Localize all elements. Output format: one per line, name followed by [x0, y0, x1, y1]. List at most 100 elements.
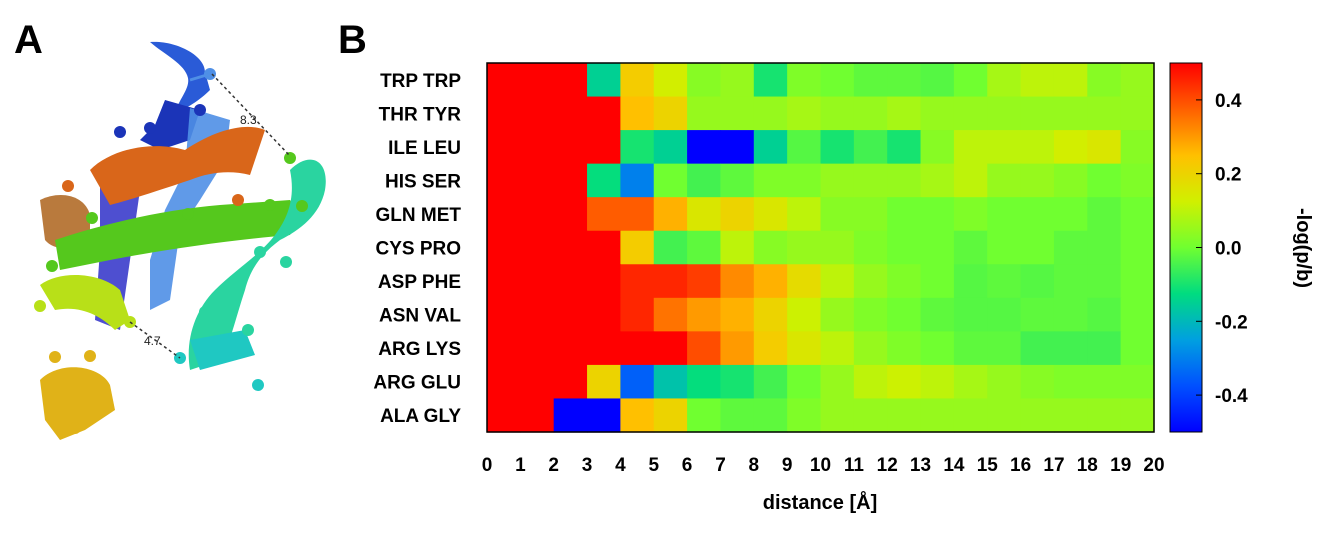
heatmap-cell [687, 197, 722, 232]
side-chain-atoms [34, 68, 308, 434]
heatmap-cell [787, 163, 822, 198]
x-tick-label: 14 [943, 455, 965, 476]
heatmap-cell [920, 230, 955, 265]
heatmap-cell [1053, 297, 1088, 332]
heatmap-cell [953, 163, 988, 198]
heatmap-cell [1120, 331, 1155, 366]
heatmap-cell [887, 130, 922, 165]
heatmap-cell [953, 398, 988, 433]
heatmap-cell [953, 197, 988, 232]
heatmap-cell [1087, 297, 1122, 332]
heatmap-cell [1020, 96, 1055, 131]
heatmap-cell [887, 163, 922, 198]
heatmap-cell [587, 163, 621, 198]
heatmap-cell [987, 398, 1022, 433]
heatmap-cell [987, 364, 1022, 400]
loop-yellowgreen [40, 274, 130, 330]
heatmap-cell [753, 163, 788, 198]
heatmap-cell [853, 264, 888, 299]
heatmap-cell [820, 331, 855, 366]
heatmap-cell [920, 96, 955, 131]
heatmap-cell [820, 163, 855, 198]
heatmap-cell [1020, 197, 1055, 232]
heatmap-cell [887, 264, 922, 299]
heatmap-cell [953, 96, 988, 131]
x-tick-label: 12 [877, 455, 898, 476]
heatmap-cell [820, 297, 855, 332]
heatmap-cell [1053, 398, 1088, 433]
heatmap-cell [1120, 96, 1155, 131]
heatmap-cell [553, 96, 588, 131]
heatmap-cell [1020, 230, 1055, 265]
heatmap-cell [587, 331, 621, 366]
heatmap-cell [787, 364, 822, 400]
colorbar-tick-label: -0.4 [1215, 386, 1248, 407]
row-label: TRP TRP [380, 71, 461, 92]
heatmap-cell [687, 163, 722, 198]
heatmap-cell [787, 264, 822, 299]
row-label: ALA GLY [380, 406, 461, 427]
heatmap-cell [1087, 63, 1122, 98]
heatmap-cell [620, 63, 655, 98]
x-tick-label: 7 [715, 455, 726, 476]
heatmap-cell [953, 230, 988, 265]
heatmap-cell [920, 130, 955, 165]
heatmap-cell [1020, 297, 1055, 332]
heatmap-cell [887, 63, 922, 98]
heatmap-cell [587, 230, 621, 265]
heatmap-cell [653, 264, 688, 299]
heatmap-cell [653, 331, 688, 366]
row-label: THR TYR [379, 104, 462, 125]
heatmap-cell [1087, 364, 1122, 400]
heatmap-cell [653, 197, 688, 232]
heatmap-cell [787, 230, 822, 265]
heatmap-cell [620, 130, 655, 165]
heatmap-cell [520, 130, 555, 165]
heatmap-cell [853, 96, 888, 131]
heatmap-cell [587, 197, 621, 232]
heatmap-cell [620, 96, 655, 131]
heatmap-cell [1053, 364, 1088, 400]
heatmap-cell [987, 230, 1022, 265]
x-tick-label: 18 [1077, 455, 1098, 476]
heatmap-cell [620, 264, 655, 299]
heatmap-cell [820, 364, 855, 400]
x-tick-label: 13 [910, 455, 931, 476]
heatmap-cell [753, 197, 788, 232]
heatmap-cell [853, 230, 888, 265]
heatmap-cell [720, 297, 755, 332]
x-tick-label: 11 [844, 455, 865, 476]
heatmap-cell [720, 331, 755, 366]
heatmap-cell [553, 163, 588, 198]
row-label: ILE LEU [388, 138, 461, 159]
heatmap-cell [1020, 364, 1055, 400]
heatmap-cell [753, 130, 788, 165]
heatmap-cell [587, 364, 621, 400]
helix-orange [90, 126, 265, 205]
heatmap-cell [920, 264, 955, 299]
heatmap-cell [720, 163, 755, 198]
heatmap-cell [653, 297, 688, 332]
heatmap-cell [920, 364, 955, 400]
heatmap-cells [487, 63, 1155, 433]
beta-strand-blue [150, 41, 210, 112]
heatmap-cell [820, 96, 855, 131]
heatmap-cell [1087, 230, 1122, 265]
heatmap-cell [753, 63, 788, 98]
heatmap-cell [1053, 163, 1088, 198]
colorbar-label: -log(p/b) [1292, 208, 1314, 288]
heatmap-cell [1053, 264, 1088, 299]
heatmap-cell [620, 398, 655, 433]
heatmap-cell [1087, 163, 1122, 198]
heatmap-cell [887, 398, 922, 433]
heatmap-cell [887, 96, 922, 131]
heatmap-cell [987, 331, 1022, 366]
heatmap-cell [953, 364, 988, 400]
distance-line-1 [211, 73, 291, 157]
helix-cyan [190, 330, 255, 370]
heatmap-cell [653, 130, 688, 165]
heatmap-cell [853, 331, 888, 366]
heatmap-cell [987, 197, 1022, 232]
heatmap-cell [553, 398, 588, 433]
